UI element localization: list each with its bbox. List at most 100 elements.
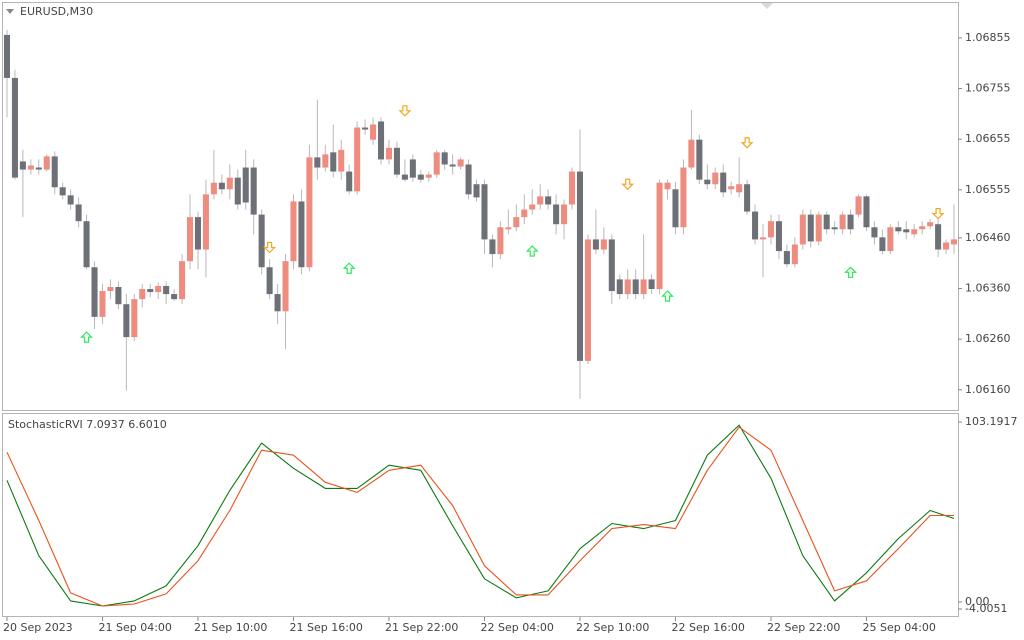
candle-body	[664, 182, 671, 190]
candle-body	[234, 177, 241, 205]
candle-body	[163, 285, 170, 295]
x-tick-label: 22 Sep 04:00	[480, 621, 553, 634]
y-tick-label: 1.06460	[965, 231, 1011, 244]
y-tick-label: 1.06160	[965, 383, 1011, 396]
candle-body	[179, 261, 186, 300]
candle-body	[425, 174, 432, 178]
candle-body	[11, 77, 18, 178]
x-tick-label: 21 Sep 04:00	[98, 621, 171, 634]
candle-body	[274, 294, 281, 312]
candle-body	[27, 165, 34, 170]
y-tick-label: 1.06855	[965, 31, 1011, 44]
candle-body	[807, 214, 814, 242]
scroll-marker[interactable]	[761, 3, 773, 9]
y-tick-label: 0.00	[965, 595, 990, 608]
candle-body	[537, 196, 544, 205]
candle-body	[99, 291, 106, 317]
candle-body	[433, 152, 440, 175]
candle-body	[704, 179, 711, 185]
candle-body	[218, 182, 225, 190]
candle-body	[632, 279, 639, 295]
candle-body	[457, 159, 464, 167]
candle-body	[823, 214, 830, 230]
candle-body	[393, 147, 400, 175]
price-panel	[2, 2, 959, 411]
y-tick-label: 1.06260	[965, 332, 1011, 345]
signal-arrow	[398, 105, 412, 117]
candle-body	[950, 239, 958, 245]
candle-body	[752, 211, 759, 240]
candle-body	[362, 127, 369, 130]
candle-body	[242, 167, 249, 203]
candle-body	[354, 127, 361, 192]
candle-body	[927, 222, 934, 227]
candle-body	[879, 237, 886, 252]
candle-body	[409, 159, 416, 178]
candle-body	[935, 224, 942, 250]
candle-body	[775, 221, 782, 252]
candle-body	[497, 227, 504, 255]
signal-arrow	[740, 137, 754, 149]
candle-body	[847, 214, 854, 230]
candle-body	[696, 139, 703, 180]
candle-body	[895, 227, 902, 232]
candle-body	[59, 187, 66, 196]
candle-body	[919, 226, 926, 230]
symbol-menu-icon[interactable]	[6, 9, 14, 14]
y-tick-label: 1.06655	[965, 132, 1011, 145]
indicator-line	[6, 426, 954, 607]
candle-body	[553, 204, 560, 225]
y-tick-label: 1.06360	[965, 282, 1011, 295]
candle-body	[839, 214, 846, 230]
candle-body	[616, 279, 623, 295]
candle-body	[322, 154, 329, 168]
candle-body	[131, 299, 138, 338]
candle-body	[720, 172, 727, 193]
candle-body	[51, 156, 58, 188]
candle-body	[943, 242, 950, 250]
candle-body	[194, 217, 202, 250]
candle-body	[624, 279, 631, 295]
candle-body	[377, 121, 385, 160]
candle-body	[576, 171, 584, 361]
y-tick-label: 1.06755	[965, 82, 1011, 95]
candle-body	[171, 294, 178, 300]
signal-arrow	[621, 178, 635, 191]
candle-body	[401, 174, 408, 180]
candle-body	[441, 152, 448, 165]
candle-body	[250, 167, 257, 215]
candle-body	[521, 209, 528, 218]
candle-body	[799, 214, 806, 245]
candle-body	[370, 124, 377, 140]
candle-body	[791, 244, 798, 265]
plot-layer: 1.06855 1.06755 1.06655 1.06555 1.06460 1.063…	[3, 29, 1018, 634]
candle-body	[672, 189, 679, 228]
y-tick-label: 103.1917	[965, 415, 1018, 428]
signal-arrow	[844, 266, 858, 278]
candle-body	[584, 239, 591, 361]
candle-body	[202, 194, 209, 250]
candle-body	[648, 279, 655, 290]
candle-body	[139, 289, 146, 300]
candle-body	[903, 229, 910, 233]
candle-body	[513, 217, 520, 228]
candle-body	[744, 184, 751, 212]
candle-body	[298, 201, 305, 268]
candle-body	[43, 156, 50, 170]
x-tick-label: 21 Sep 10:00	[194, 621, 267, 634]
signal-arrow	[342, 262, 356, 274]
x-tick-label: 22 Sep 10:00	[576, 621, 649, 634]
candle-body	[346, 171, 353, 192]
candle-body	[3, 34, 11, 78]
candle-body	[592, 239, 599, 250]
candle-body	[226, 177, 233, 190]
candle-body	[815, 214, 822, 242]
x-tick-label: 22 Sep 16:00	[671, 621, 744, 634]
candle-body	[282, 261, 289, 312]
candle-body	[831, 227, 838, 230]
signal-arrow	[80, 331, 94, 343]
candle-body	[115, 286, 122, 305]
candle-body	[505, 227, 512, 230]
candle-body	[417, 174, 424, 180]
